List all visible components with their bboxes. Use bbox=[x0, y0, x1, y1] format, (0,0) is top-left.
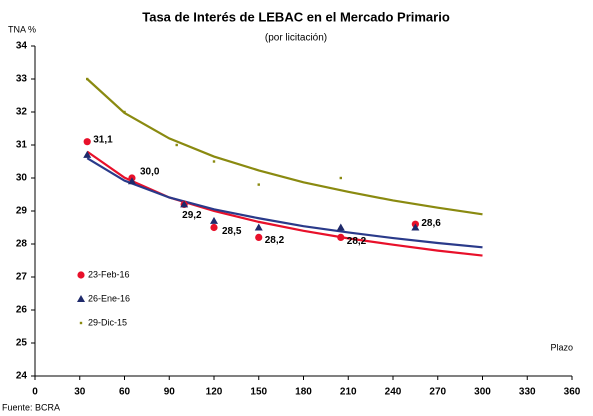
y-tick-label: 24 bbox=[16, 371, 28, 382]
source-note: Fuente: BCRA bbox=[2, 402, 60, 412]
data-point bbox=[212, 160, 216, 163]
x-tick-label: 240 bbox=[385, 387, 402, 398]
data-label: 29,2 bbox=[182, 210, 202, 221]
data-point bbox=[83, 150, 92, 158]
x-tick-label: 300 bbox=[474, 387, 491, 398]
data-point bbox=[127, 177, 136, 185]
data-point bbox=[83, 138, 91, 146]
data-point bbox=[336, 223, 345, 231]
x-tick-label: 0 bbox=[32, 387, 38, 398]
y-tick-label: 29 bbox=[16, 206, 28, 217]
x-tick-label: 90 bbox=[164, 387, 176, 398]
data-point bbox=[337, 233, 345, 241]
legend-label: 29-Dic-15 bbox=[88, 317, 127, 327]
trend-line bbox=[86, 157, 483, 249]
x-axis-label: Plazo bbox=[550, 342, 573, 352]
legend-marker bbox=[77, 271, 85, 279]
x-tick-label: 360 bbox=[564, 387, 581, 398]
y-axis-label: TNA % bbox=[8, 24, 36, 34]
data-point bbox=[210, 216, 218, 224]
data-label: 30,0 bbox=[140, 167, 160, 178]
x-tick-label: 150 bbox=[250, 387, 267, 398]
x-tick-label: 180 bbox=[295, 387, 312, 398]
data-point bbox=[180, 200, 189, 208]
x-tick-label: 210 bbox=[340, 387, 357, 398]
y-tick-label: 28 bbox=[16, 239, 28, 250]
trend-line bbox=[86, 78, 483, 216]
y-tick-label: 34 bbox=[16, 41, 28, 52]
x-tick-label: 270 bbox=[429, 387, 446, 398]
data-label: 28,6 bbox=[421, 218, 441, 229]
x-tick-label: 330 bbox=[519, 387, 536, 398]
y-tick-label: 31 bbox=[16, 140, 28, 151]
data-point bbox=[175, 143, 178, 147]
data-point bbox=[123, 110, 126, 114]
y-tick-label: 27 bbox=[16, 272, 28, 283]
data-label: 28,2 bbox=[265, 235, 285, 246]
data-label: 28,2 bbox=[347, 236, 367, 247]
x-tick-label: 30 bbox=[74, 387, 86, 398]
x-tick-label: 120 bbox=[206, 387, 223, 398]
data-label: 28,5 bbox=[222, 226, 242, 237]
legend-marker bbox=[79, 321, 83, 325]
trend-line bbox=[86, 150, 483, 257]
data-point bbox=[339, 176, 342, 180]
y-tick-label: 33 bbox=[16, 74, 28, 85]
y-tick-label: 30 bbox=[16, 173, 28, 184]
data-point bbox=[255, 233, 263, 241]
y-tick-label: 32 bbox=[16, 107, 28, 118]
x-tick-label: 60 bbox=[119, 387, 131, 398]
chart-subtitle: (por licitación) bbox=[265, 33, 327, 44]
data-point bbox=[257, 183, 260, 186]
legend-label: 26-Ene-16 bbox=[88, 293, 130, 303]
chart-title: Tasa de Interés de LEBAC en el Mercado P… bbox=[142, 9, 450, 24]
data-point bbox=[210, 223, 218, 232]
legend-label: 23-Feb-16 bbox=[88, 269, 130, 279]
data-point bbox=[411, 223, 420, 231]
legend-marker bbox=[77, 295, 85, 302]
data-point bbox=[254, 223, 263, 231]
y-tick-label: 26 bbox=[16, 305, 28, 316]
data-label: 31,1 bbox=[93, 134, 113, 145]
y-tick-label: 25 bbox=[16, 338, 28, 349]
data-point bbox=[86, 77, 89, 81]
